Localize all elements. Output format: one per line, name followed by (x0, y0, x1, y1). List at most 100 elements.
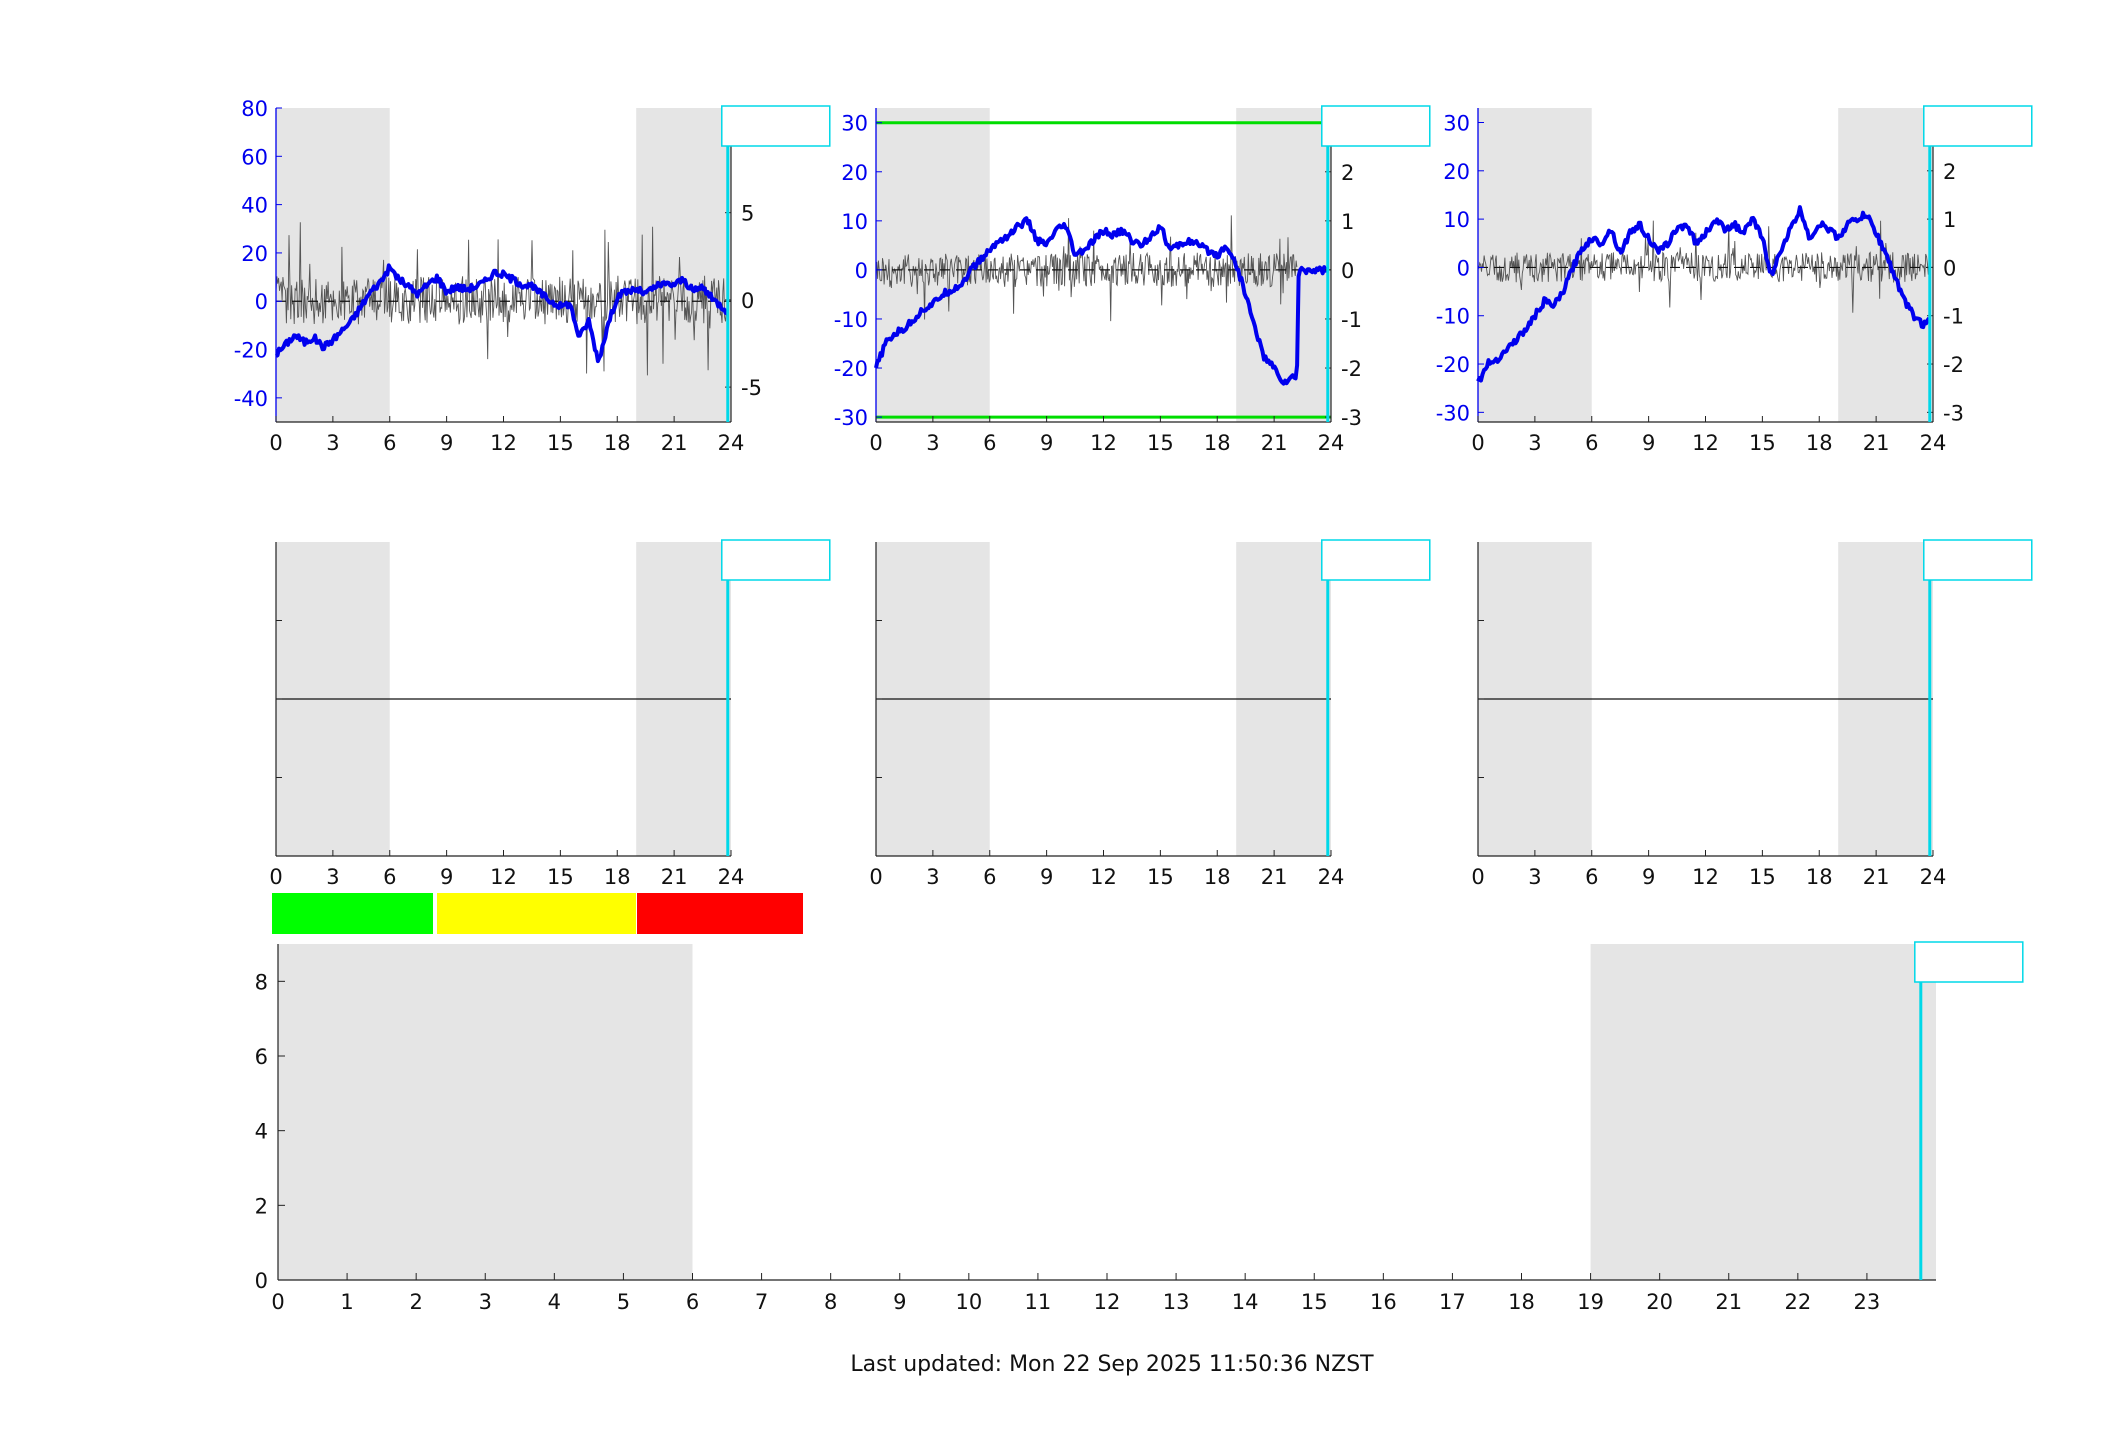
y-tick-label-left: -20 (1436, 353, 1470, 377)
x-tick-label: 3 (926, 865, 939, 889)
legend-swatch-2 (437, 893, 636, 934)
x-field-line (274, 263, 729, 364)
x-tick-label: 15 (547, 865, 574, 889)
x-tick-label: 14 (1232, 1290, 1259, 1314)
x-tick-label: 4 (548, 1290, 561, 1314)
last-updated-text: Last updated: Mon 22 Sep 2025 11:50:36 N… (850, 1352, 1374, 1377)
x-tick-label: 0 (869, 865, 882, 889)
y-tick-label-right: -5 (741, 376, 762, 400)
x-tick-label: 6 (1585, 865, 1598, 889)
y-tick-label-left: 10 (841, 210, 868, 234)
x-tick-label: 3 (326, 431, 339, 455)
x-tick-label: 18 (1204, 865, 1231, 889)
y-tick-label-right: 1 (1943, 208, 1956, 232)
y-tick-label-right: 5 (741, 202, 754, 226)
y-tick-label-left: -20 (234, 339, 268, 363)
x-tick-label: 12 (1692, 431, 1719, 455)
night-shading (278, 944, 693, 1280)
rate-of-change-line (1477, 220, 1930, 313)
y-tick-label-right: -1 (1943, 305, 1964, 329)
x-tick-label: 22 (1784, 1290, 1811, 1314)
y-tick-label-left: 20 (1443, 160, 1470, 184)
y-tick-label-left: -40 (234, 387, 268, 411)
time-now-bottom-box (1914, 941, 2024, 983)
x-tick-label: 3 (1528, 865, 1541, 889)
x-tick-label: 23 (1854, 1290, 1881, 1314)
y-tick-label-right: -1 (1341, 308, 1362, 332)
y-tick-label-right: 2 (1943, 160, 1956, 184)
x-tick-label: 15 (1147, 431, 1174, 455)
x-tick-label: 15 (1749, 431, 1776, 455)
x-tick-label: 1 (340, 1290, 353, 1314)
x-tick-label: 6 (983, 865, 996, 889)
y-tick-label-left: 20 (841, 161, 868, 185)
time-now-mid-3-box (1923, 539, 2033, 581)
y-tick-label-left: 20 (241, 242, 268, 266)
y-tick-label-right: 1 (1341, 210, 1354, 234)
x-tick-label: 6 (1585, 431, 1598, 455)
y-tick-label-left: 60 (241, 145, 268, 169)
x-tick-label: 15 (1301, 1290, 1328, 1314)
x-tick-label: 12 (1090, 431, 1117, 455)
alert-panel-3: 0 3 6 9 12 15 18 21 24 (1471, 539, 2033, 889)
legend-swatch-3 (637, 893, 803, 934)
x-tick-label: 11 (1025, 1290, 1052, 1314)
x-tick-label: 24 (718, 865, 745, 889)
x-tick-label: 0 (1471, 865, 1484, 889)
x-tick-label: 13 (1163, 1290, 1190, 1314)
x-tick-label: 24 (1920, 431, 1947, 455)
x-tick-label: 2 (409, 1290, 422, 1314)
x-tick-label: 19 (1577, 1290, 1604, 1314)
x-tick-label: 18 (1806, 431, 1833, 455)
x-tick-label: 18 (1508, 1290, 1535, 1314)
x-tick-label: 24 (718, 431, 745, 455)
x-field-line (1476, 205, 1931, 383)
rate-of-change-line (875, 215, 1298, 322)
y-tick-label-left: 30 (1443, 111, 1470, 135)
x-tick-label: 9 (440, 431, 453, 455)
y-tick-label-left: 30 (841, 112, 868, 136)
x-tick-label: 12 (490, 431, 517, 455)
y-tick-label-left: -20 (834, 357, 868, 381)
x-tick-label: 12 (1094, 1290, 1121, 1314)
y-tick-label-left: 0 (855, 259, 868, 283)
x-tick-label: 9 (440, 865, 453, 889)
y-tick-label-right: 2 (1341, 161, 1354, 185)
night-shading (276, 108, 390, 422)
y-tick-label-right: -3 (1341, 406, 1362, 430)
x-tick-label: 18 (604, 865, 631, 889)
x-tick-label: 3 (326, 865, 339, 889)
x-tick-label: 18 (1204, 431, 1231, 455)
y-tick-label-right: 0 (1943, 256, 1956, 280)
time-now-top-2-box (1321, 105, 1431, 147)
y-tick-label-left: 0 (1457, 256, 1470, 280)
alert-panel-1: 0 3 6 9 12 15 18 21 24 (269, 539, 831, 889)
night-shading (1590, 944, 1936, 1280)
x-tick-label: 24 (1318, 865, 1345, 889)
legend-swatch-1 (272, 893, 433, 934)
x-tick-label: 12 (490, 865, 517, 889)
time-now-mid-2-box (1321, 539, 1431, 581)
y-tick-label-left: -10 (834, 308, 868, 332)
x-tick-label: 6 (686, 1290, 699, 1314)
x-tick-label: 21 (1261, 865, 1288, 889)
y-tick-label-left: 0 (255, 290, 268, 314)
y-tick-label: 0 (255, 1269, 268, 1293)
x-tick-label: 15 (1749, 865, 1776, 889)
x-tick-label: 21 (1863, 431, 1890, 455)
time-now-top-1-box (721, 105, 831, 147)
y-tick-label-right: 0 (741, 289, 754, 313)
x-tick-label: 17 (1439, 1290, 1466, 1314)
x-tick-label: 21 (1261, 431, 1288, 455)
x-tick-label: 21 (661, 431, 688, 455)
x-tick-label: 21 (661, 865, 688, 889)
y-tick-label: 8 (255, 970, 268, 994)
x-tick-label: 16 (1370, 1290, 1397, 1314)
y-tick-label-right: -3 (1943, 401, 1964, 425)
x-tick-label: 6 (383, 431, 396, 455)
x-tick-label: 18 (1806, 865, 1833, 889)
